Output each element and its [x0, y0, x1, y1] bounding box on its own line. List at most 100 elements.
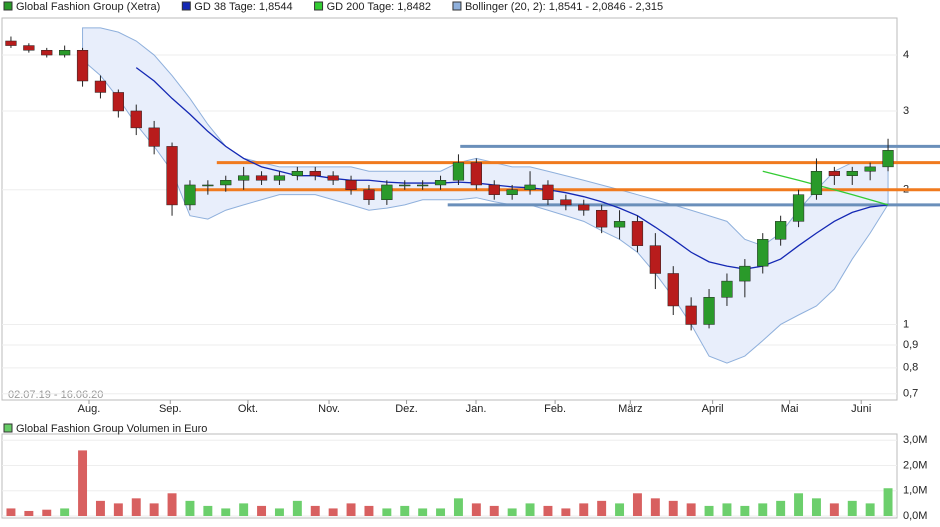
volume-bar [364, 505, 374, 516]
volume-bar [615, 503, 625, 516]
volume-bar [453, 498, 463, 516]
candle-body [864, 166, 876, 172]
x-tick-label: Nov. [318, 403, 340, 415]
candle-body [184, 184, 196, 206]
volume-bar [525, 503, 535, 516]
candle-body [631, 221, 644, 246]
volume-bar [78, 450, 88, 516]
candle-body [721, 280, 733, 298]
candle-body [255, 175, 268, 181]
x-tick-label: April [702, 403, 724, 415]
x-tick-label: Sep. [159, 403, 182, 415]
price-frame [1, 17, 898, 401]
candle-body [94, 80, 107, 93]
candle-body [470, 162, 482, 186]
candle-body [112, 92, 124, 112]
x-tick-label: Mai [781, 403, 799, 415]
candle-body [560, 199, 572, 206]
volume-bar [418, 508, 428, 516]
candle-body [345, 180, 357, 191]
y-tick-label: 0,0M [903, 510, 927, 522]
candle-body [882, 150, 894, 168]
candle-body [757, 239, 769, 267]
candle-body [667, 273, 679, 307]
candle-body [309, 170, 321, 176]
volume-title: Global Fashion Group Volumen in Euro [16, 423, 207, 435]
candle-body [41, 49, 53, 56]
volume-bar [668, 500, 678, 516]
volume-bar [740, 505, 750, 516]
volume-bar [436, 508, 446, 516]
volume-bar [579, 503, 589, 516]
volume-bar [543, 505, 553, 516]
candle-body [488, 184, 500, 195]
volume-bar [722, 503, 732, 516]
volume-bar [489, 505, 499, 516]
volume-bar [95, 500, 105, 516]
volume-bar [865, 503, 875, 516]
volume-bar [24, 510, 34, 516]
volume-frame [1, 433, 898, 519]
x-tick-label: Juni [851, 403, 871, 415]
y-tick-label: 1 [903, 318, 909, 330]
x-tick-label: März [618, 403, 642, 415]
y-tick-label: 2,0M [903, 459, 927, 471]
legend-label: Bollinger (20, 2): 1,8541 - 2,0846 - 2,3… [465, 1, 663, 13]
legend-swatch [3, 1, 13, 11]
volume-bar [203, 505, 213, 516]
candle-body [792, 194, 805, 222]
volume-bar [328, 508, 338, 516]
candle-body [452, 162, 465, 181]
volume-bar [310, 505, 320, 516]
date-range: 02.07.19 - 16.06.20 [8, 389, 103, 401]
candle-body [166, 146, 178, 206]
volume-bar [471, 503, 481, 516]
x-tick-label: Okt. [238, 403, 258, 415]
legend-label: Global Fashion Group (Xetra) [16, 1, 160, 13]
candle-body [613, 221, 626, 228]
candle-body [846, 170, 858, 176]
y-tick-label: 4 [903, 49, 909, 61]
ma-line [762, 170, 889, 206]
candle-body [506, 189, 518, 195]
legend-label: GD 200 Tage: 1,8482 [327, 1, 431, 13]
candle-body [739, 265, 751, 282]
volume-bar [400, 505, 410, 516]
candle-body [685, 305, 697, 325]
candle-body [596, 209, 608, 228]
candle-body [399, 184, 411, 187]
x-tick-label: Jan. [466, 403, 487, 415]
candle-body [434, 180, 447, 186]
volume-bar [60, 508, 70, 516]
volume-bar [883, 488, 893, 516]
volume-bar [704, 505, 714, 516]
bollinger-band [82, 27, 889, 364]
volume-bar [776, 500, 786, 516]
candle-body [23, 45, 35, 51]
volume-bar [131, 498, 141, 516]
candle-body [130, 110, 142, 129]
candle-body [327, 175, 339, 181]
candle-body [542, 184, 554, 200]
volume-bar [650, 498, 660, 516]
candle-body [291, 170, 303, 176]
volume-bar [382, 508, 392, 516]
volume-legend-swatch [3, 423, 13, 433]
legend-label: GD 38 Tage: 1,8544 [194, 1, 292, 13]
candle-body [775, 221, 787, 240]
volume-bar [811, 498, 821, 516]
volume-bar [597, 500, 607, 516]
candle-body [363, 189, 375, 200]
candle-body [76, 49, 89, 82]
volume-bar [346, 503, 356, 516]
y-tick-label: 3,0M [903, 434, 927, 446]
volume-bar [829, 503, 839, 516]
volume-bar [149, 503, 159, 516]
x-tick-label: Aug. [78, 403, 101, 415]
x-tick-label: Dez. [395, 403, 418, 415]
volume-bar [758, 503, 768, 516]
volume-bar [507, 508, 517, 516]
candle-body [524, 184, 536, 191]
volume-bar [847, 500, 857, 516]
legend-swatch [452, 1, 462, 11]
